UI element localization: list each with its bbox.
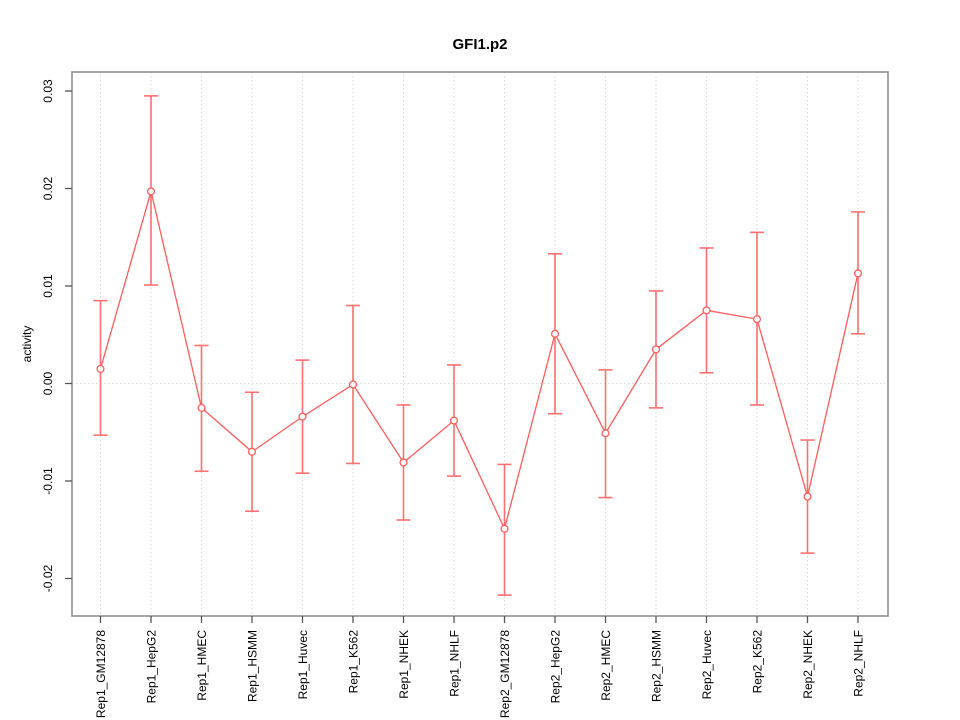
data-point-marker	[449, 416, 459, 425]
plot-border	[71, 71, 889, 617]
x-tick-label: Rep1_HSMM	[246, 630, 260, 702]
data-point-marker	[651, 345, 661, 354]
y-tick-label: -0.02	[41, 565, 55, 593]
data-point-marker	[702, 306, 711, 315]
data-point-marker	[146, 187, 156, 196]
data-point-marker	[298, 412, 307, 421]
axis-layer: -0.02 -0.01 0.00 0.01 0.02 0.03 Rep1_GM12878 Re…	[41, 79, 866, 718]
x-tick-label: Rep1_NHEK	[397, 630, 411, 699]
x-tick-label: Rep2_Huvec	[700, 630, 714, 699]
y-tick-label: 0.00	[41, 371, 55, 395]
data-point-marker	[550, 329, 560, 338]
x-tick-label: Rep1_NHLF	[448, 630, 462, 697]
data-point-marker	[803, 492, 812, 501]
x-tick-label: Rep2_HMEC	[599, 630, 613, 701]
data-series-layer	[93, 95, 865, 596]
plot-frame-layer	[71, 71, 889, 617]
x-tick-label: Rep2_NHLF	[852, 630, 866, 697]
data-point-marker	[96, 364, 105, 373]
y-axis-label: activity	[20, 326, 34, 363]
x-tick-label: Rep2_HepG2	[549, 630, 563, 704]
x-tick-label: Rep2_K562	[751, 630, 765, 694]
grid-layer	[72, 72, 888, 616]
y-tick-label: 0.02	[41, 176, 55, 200]
series-line	[99, 188, 859, 531]
x-tick-label: Rep1_HepG2	[145, 630, 159, 704]
x-tick-label: Rep2_HSMM	[650, 630, 664, 702]
x-tick-label: Rep1_GM12878	[94, 630, 108, 718]
data-point-marker	[348, 380, 358, 389]
x-tick-label: Rep1_K562	[347, 630, 361, 694]
data-point-marker	[500, 524, 509, 533]
x-tick-label: Rep1_HMEC	[195, 630, 209, 701]
x-tick-label: Rep1_Huvec	[296, 630, 310, 699]
data-point-marker	[197, 403, 206, 412]
data-point-marker	[399, 458, 408, 467]
data-point-marker	[601, 429, 610, 438]
y-tick-label: 0.03	[41, 79, 55, 103]
x-tick-label: Rep2_NHEK	[801, 630, 815, 699]
x-tick-label: Rep2_GM12878	[498, 630, 512, 718]
y-tick-label: 0.01	[41, 274, 55, 298]
data-point-marker	[853, 269, 863, 278]
y-tick-label: -0.01	[41, 467, 55, 495]
data-point-marker	[247, 447, 257, 456]
data-point-marker	[752, 315, 762, 324]
chart-title: GFI1.p2	[452, 36, 507, 53]
